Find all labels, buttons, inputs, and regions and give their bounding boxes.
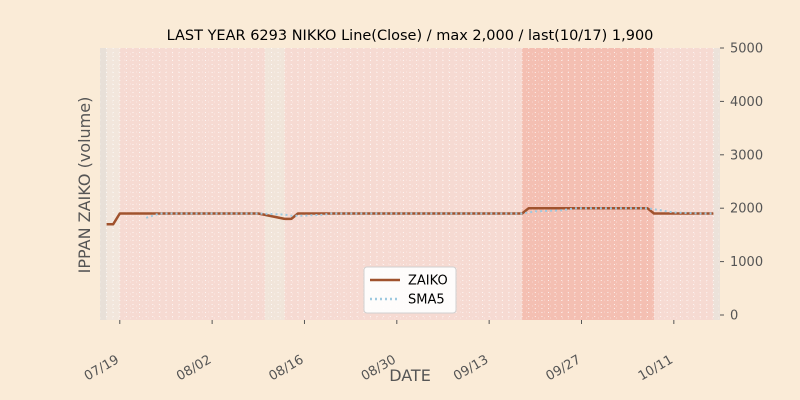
- y-tick-label: 4000: [730, 95, 763, 110]
- x-axis-label: DATE: [389, 366, 431, 385]
- y-tick-label: 1000: [730, 255, 763, 270]
- y-tick-label: 5000: [730, 42, 763, 57]
- legend-box: [363, 266, 457, 314]
- y-axis-label: IPPAN ZAIKO (volume): [75, 97, 94, 274]
- legend: ZAIKO SMA5: [363, 266, 457, 314]
- chart-title: LAST YEAR 6293 NIKKO Line(Close) / max 2…: [167, 28, 654, 44]
- series-line-sma5: [145, 207, 714, 219]
- shaded-span-6: [654, 48, 714, 320]
- shaded-span-0: [100, 48, 107, 320]
- legend-zaiko-label: ZAIKO: [408, 274, 448, 289]
- legend-sma5-label: SMA5: [408, 293, 445, 308]
- series-lines: [106, 206, 714, 226]
- y-tick-label: 3000: [730, 148, 763, 163]
- shaded-span-7: [713, 48, 720, 320]
- shaded-span-3: [264, 48, 285, 320]
- grid-lines: [100, 48, 720, 320]
- y-tick-label: 2000: [730, 202, 763, 217]
- y-tick-label: 0: [730, 309, 738, 324]
